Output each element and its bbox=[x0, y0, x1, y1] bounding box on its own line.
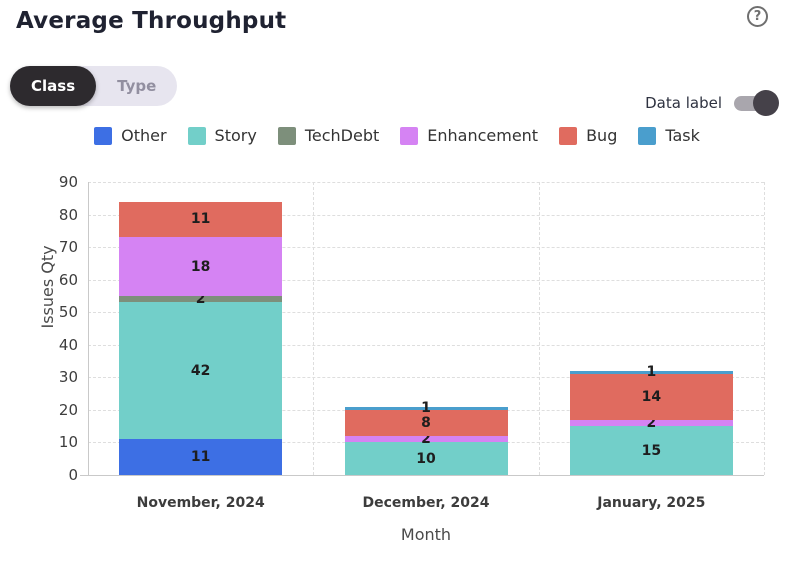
bar-data-label: 42 bbox=[190, 362, 211, 379]
view-toggle-group: Class Type bbox=[10, 66, 178, 106]
page-title: Average Throughput bbox=[16, 8, 287, 34]
legend-item-task[interactable]: Task bbox=[638, 126, 700, 145]
bar-segment-other-0[interactable]: 11 bbox=[119, 439, 283, 475]
y-axis-tick-label: 20 bbox=[58, 400, 78, 419]
h-gridline bbox=[88, 247, 764, 249]
bar-segment-bug-0[interactable]: 11 bbox=[119, 201, 283, 238]
y-axis-tick-label: 50 bbox=[58, 303, 78, 322]
bar-segment-story-0[interactable]: 42 bbox=[119, 302, 283, 440]
bar-segment-enhancement-1[interactable]: 2 bbox=[344, 432, 508, 446]
legend-label: Story bbox=[214, 126, 257, 145]
data-label-text: Data label bbox=[645, 94, 722, 112]
legend-item-other[interactable]: Other bbox=[94, 126, 167, 145]
bar-segment-bug-1[interactable]: 8 bbox=[344, 409, 508, 436]
v-gridline bbox=[764, 182, 765, 475]
y-axis-line bbox=[88, 182, 89, 475]
x-axis-line bbox=[80, 475, 764, 476]
toggle-type-button[interactable]: Type bbox=[117, 77, 157, 95]
y-axis-tick-label: 0 bbox=[68, 466, 78, 484]
x-axis-tick-label: January, 2025 bbox=[597, 495, 706, 511]
legend-swatch-icon bbox=[94, 126, 113, 145]
legend-swatch-icon bbox=[187, 126, 206, 145]
x-axis-title: Month bbox=[400, 525, 452, 544]
y-axis-tick-label: 40 bbox=[58, 335, 78, 354]
h-gridline bbox=[88, 214, 764, 216]
x-axis-tick-label: November, 2024 bbox=[136, 495, 265, 511]
data-label-toggle[interactable] bbox=[734, 90, 779, 116]
h-gridline bbox=[88, 344, 764, 346]
y-axis-tick-label: 80 bbox=[58, 205, 78, 224]
bar-data-label: 15 bbox=[641, 442, 662, 459]
toggle-knob-icon bbox=[753, 90, 779, 116]
legend-item-bug[interactable]: Bug bbox=[559, 126, 617, 145]
legend-label: Other bbox=[121, 126, 167, 145]
legend-label: Enhancement bbox=[427, 126, 539, 145]
v-gridline bbox=[538, 182, 540, 475]
legend-swatch-icon bbox=[559, 126, 578, 145]
chart-legend: Other Story TechDebt Enhancement Bug Task bbox=[0, 126, 794, 145]
h-gridline bbox=[88, 377, 764, 379]
bar-data-label: 11 bbox=[190, 449, 211, 466]
y-axis-tick-label: 90 bbox=[58, 173, 78, 191]
bar-data-label: 14 bbox=[641, 388, 662, 405]
x-axis-tick-label: December, 2024 bbox=[362, 495, 490, 511]
legend-item-enhancement[interactable]: Enhancement bbox=[400, 126, 538, 145]
y-axis-tick-label: 60 bbox=[58, 270, 78, 289]
data-label-control: Data label bbox=[645, 90, 779, 116]
bar-data-label: 11 bbox=[190, 211, 211, 228]
legend-item-techdebt[interactable]: TechDebt bbox=[277, 126, 380, 145]
help-icon[interactable]: ? bbox=[747, 6, 768, 27]
legend-swatch-icon bbox=[277, 126, 296, 145]
y-axis-title: Issues Qty bbox=[38, 244, 58, 328]
bar-segment-enhancement-0[interactable]: 18 bbox=[119, 237, 283, 296]
bar-segment-techdebt-0[interactable]: 2 bbox=[119, 292, 283, 306]
legend-swatch-icon bbox=[638, 126, 657, 145]
h-gridline bbox=[88, 182, 764, 183]
y-axis-tick-label: 70 bbox=[58, 238, 78, 257]
toggle-class-button[interactable]: Class bbox=[10, 66, 97, 106]
h-gridline bbox=[88, 279, 764, 281]
legend-swatch-icon bbox=[400, 126, 419, 145]
legend-item-story[interactable]: Story bbox=[187, 126, 257, 145]
bar-segment-story-1[interactable]: 10 bbox=[344, 442, 508, 475]
v-gridline bbox=[313, 182, 315, 475]
bar-data-label: 10 bbox=[416, 450, 436, 467]
bar-data-label: 18 bbox=[190, 258, 211, 275]
bar-segment-story-2[interactable]: 15 bbox=[569, 426, 733, 475]
bar-segment-bug-2[interactable]: 14 bbox=[569, 374, 733, 420]
legend-label: Bug bbox=[586, 126, 618, 145]
legend-label: Task bbox=[665, 126, 700, 145]
bar-segment-task-2[interactable]: 1 bbox=[569, 365, 733, 379]
h-gridline bbox=[88, 312, 764, 314]
y-axis-tick-label: 30 bbox=[58, 368, 78, 387]
legend-label: TechDebt bbox=[304, 126, 380, 145]
bar-segment-enhancement-2[interactable]: 2 bbox=[569, 416, 733, 430]
bar-data-label: 8 bbox=[421, 414, 431, 431]
y-axis-tick-label: 10 bbox=[58, 433, 78, 452]
bar-segment-task-1[interactable]: 1 bbox=[344, 401, 508, 415]
